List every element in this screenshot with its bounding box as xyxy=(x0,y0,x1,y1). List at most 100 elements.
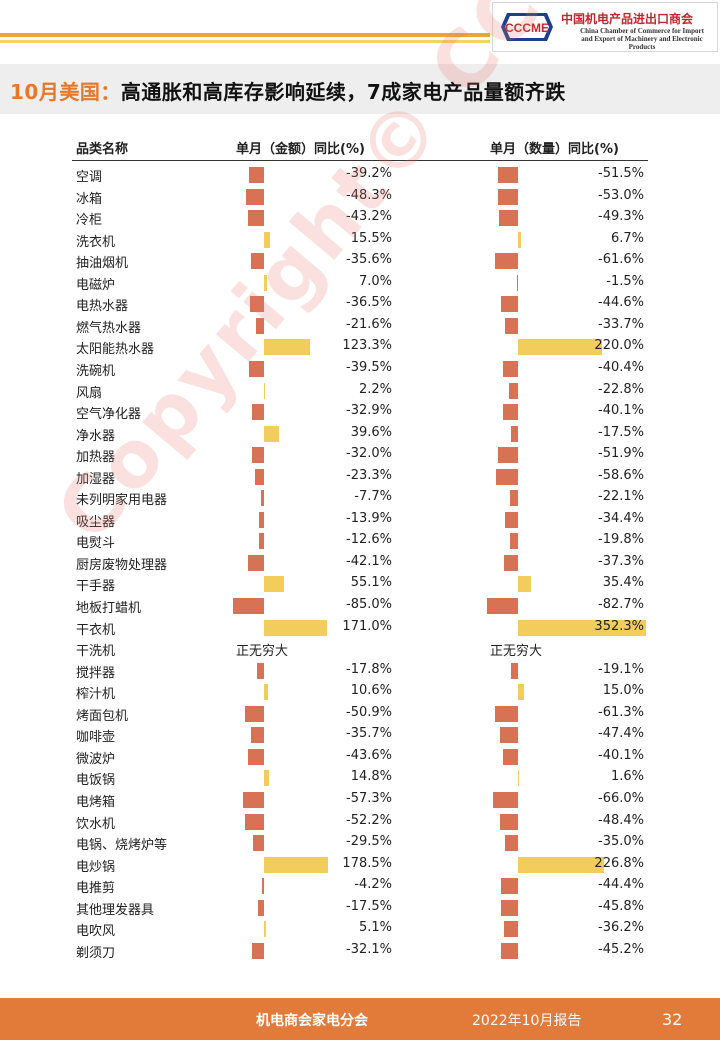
table-row: 干手器 55.1% 35.4% xyxy=(72,573,648,594)
page-title: 10月美国：高通胀和高库存影响延续，7成家电产品量额齐跌 xyxy=(10,76,566,105)
amount-value: -32.9% xyxy=(346,403,392,419)
quantity-value: 226.8% xyxy=(594,855,644,871)
category-name: 电吹风 xyxy=(76,924,116,940)
category-name: 净水器 xyxy=(76,428,116,444)
amount-value: 123.3% xyxy=(342,338,392,354)
quantity-bar xyxy=(504,511,518,528)
quantity-bar xyxy=(495,468,518,485)
footer-org: 机电商会家电分会 xyxy=(256,1013,368,1029)
category-name: 干手器 xyxy=(76,579,116,595)
table-row: 吸尘器 -13.9% -34.4% xyxy=(72,509,648,530)
amount-value: -50.9% xyxy=(346,704,392,720)
quantity-bar xyxy=(499,210,518,227)
quantity-bar xyxy=(504,921,518,938)
amount-value: 7.0% xyxy=(358,273,392,289)
table-header: 品类名称 单月（金额）同比(%) 单月（数量）同比(%) xyxy=(72,132,648,161)
amount-value: -32.1% xyxy=(346,941,392,957)
amount-bar xyxy=(264,684,268,701)
category-name: 厨房废物处理器 xyxy=(76,557,168,573)
quantity-bar xyxy=(499,813,518,830)
logo-english-name: China Chamber of Commerce for Import and… xyxy=(569,27,715,51)
amount-bar xyxy=(252,447,264,464)
quantity-value: 15.0% xyxy=(602,683,644,699)
quantity-value: -40.1% xyxy=(598,747,644,763)
amount-value: -36.5% xyxy=(346,295,392,311)
quantity-value: -48.4% xyxy=(598,812,644,828)
amount-value: 171.0% xyxy=(342,618,392,634)
quantity-value: -37.3% xyxy=(598,553,644,569)
quantity-value: -44.6% xyxy=(598,295,644,311)
category-name: 咖啡壶 xyxy=(76,730,116,746)
category-name: 冰箱 xyxy=(76,191,103,207)
amount-bar xyxy=(248,210,264,227)
category-name: 太阳能热水器 xyxy=(76,342,155,358)
category-name: 电磁炉 xyxy=(76,277,116,293)
amount-bar xyxy=(251,404,264,421)
quantity-bar xyxy=(503,554,518,571)
amount-bar xyxy=(259,533,264,550)
quantity-value: -40.1% xyxy=(598,403,644,419)
table-row: 电磁炉 7.0% -1.5% xyxy=(72,272,648,293)
quantity-value: -51.9% xyxy=(598,446,644,462)
category-name: 吸尘器 xyxy=(76,514,116,530)
table-row: 空气净化器 -32.9% -40.1% xyxy=(72,401,648,422)
quantity-bar xyxy=(494,705,518,722)
category-name: 加湿器 xyxy=(76,471,116,487)
amount-bar xyxy=(264,425,279,442)
quantity-value: -45.8% xyxy=(598,898,644,914)
amount-value: 正无穷大 xyxy=(236,644,289,660)
amount-bar xyxy=(255,468,264,485)
quantity-value: -53.0% xyxy=(598,187,644,203)
amount-bar xyxy=(249,360,264,377)
quantity-value: 1.6% xyxy=(610,769,644,785)
quantity-bar xyxy=(501,296,518,313)
quantity-bar xyxy=(494,253,518,270)
amount-bar xyxy=(262,878,264,895)
quantity-bar xyxy=(518,231,521,248)
quantity-value: 35.4% xyxy=(602,575,644,591)
amount-bar xyxy=(247,748,264,765)
amount-value: -4.2% xyxy=(354,877,392,893)
quantity-bar xyxy=(518,856,605,873)
amount-bar xyxy=(261,490,264,507)
amount-value: -32.0% xyxy=(346,446,392,462)
amount-bar xyxy=(245,705,264,722)
category-name: 电推剪 xyxy=(76,881,116,897)
amount-value: -13.9% xyxy=(346,510,392,526)
table-row: 其他理发器具 -17.5% -45.8% xyxy=(72,897,648,918)
category-name: 电熨斗 xyxy=(76,536,116,552)
amount-bar xyxy=(232,598,264,614)
amount-bar xyxy=(250,727,264,744)
column-header-amount: 单月（金额）同比(%) xyxy=(236,142,365,157)
amount-value: -39.2% xyxy=(346,166,392,181)
quantity-bar xyxy=(518,684,524,701)
amount-value: 15.5% xyxy=(350,230,392,246)
category-name: 电热水器 xyxy=(76,299,129,315)
amount-bar xyxy=(264,619,328,636)
table-row: 洗衣机 15.5% 6.7% xyxy=(72,229,648,250)
table-row: 电推剪 -4.2% -44.4% xyxy=(72,875,648,896)
amount-value: 5.1% xyxy=(358,920,392,936)
table-row: 未列明家用电器 -7.7% -22.1% xyxy=(72,487,648,508)
amount-bar xyxy=(257,899,264,916)
quantity-value: 352.3% xyxy=(594,618,644,634)
table-row: 净水器 39.6% -17.5% xyxy=(72,423,648,444)
table-row: 洗碗机 -39.5% -40.4% xyxy=(72,358,648,379)
table-row: 冰箱 -48.3% -53.0% xyxy=(72,186,648,207)
amount-bar xyxy=(249,167,264,183)
amount-value: -23.3% xyxy=(346,467,392,483)
category-name: 地板打蜡机 xyxy=(76,601,142,616)
table-row: 烤面包机 -50.9% -61.3% xyxy=(72,703,648,724)
amount-bar xyxy=(250,253,264,270)
amount-bar xyxy=(248,554,264,571)
quantity-value: -47.4% xyxy=(598,726,644,742)
category-name: 烤面包机 xyxy=(76,708,129,724)
quantity-value: -58.6% xyxy=(598,467,644,483)
quantity-bar xyxy=(502,360,518,377)
table-row: 干洗机 正无穷大 正无穷大 xyxy=(72,638,648,659)
amount-bar xyxy=(264,770,270,787)
amount-bar xyxy=(242,791,264,808)
cccme-logo-icon: CCCME xyxy=(501,13,553,41)
quantity-bar xyxy=(505,317,518,334)
column-header-name: 品类名称 xyxy=(76,142,129,157)
